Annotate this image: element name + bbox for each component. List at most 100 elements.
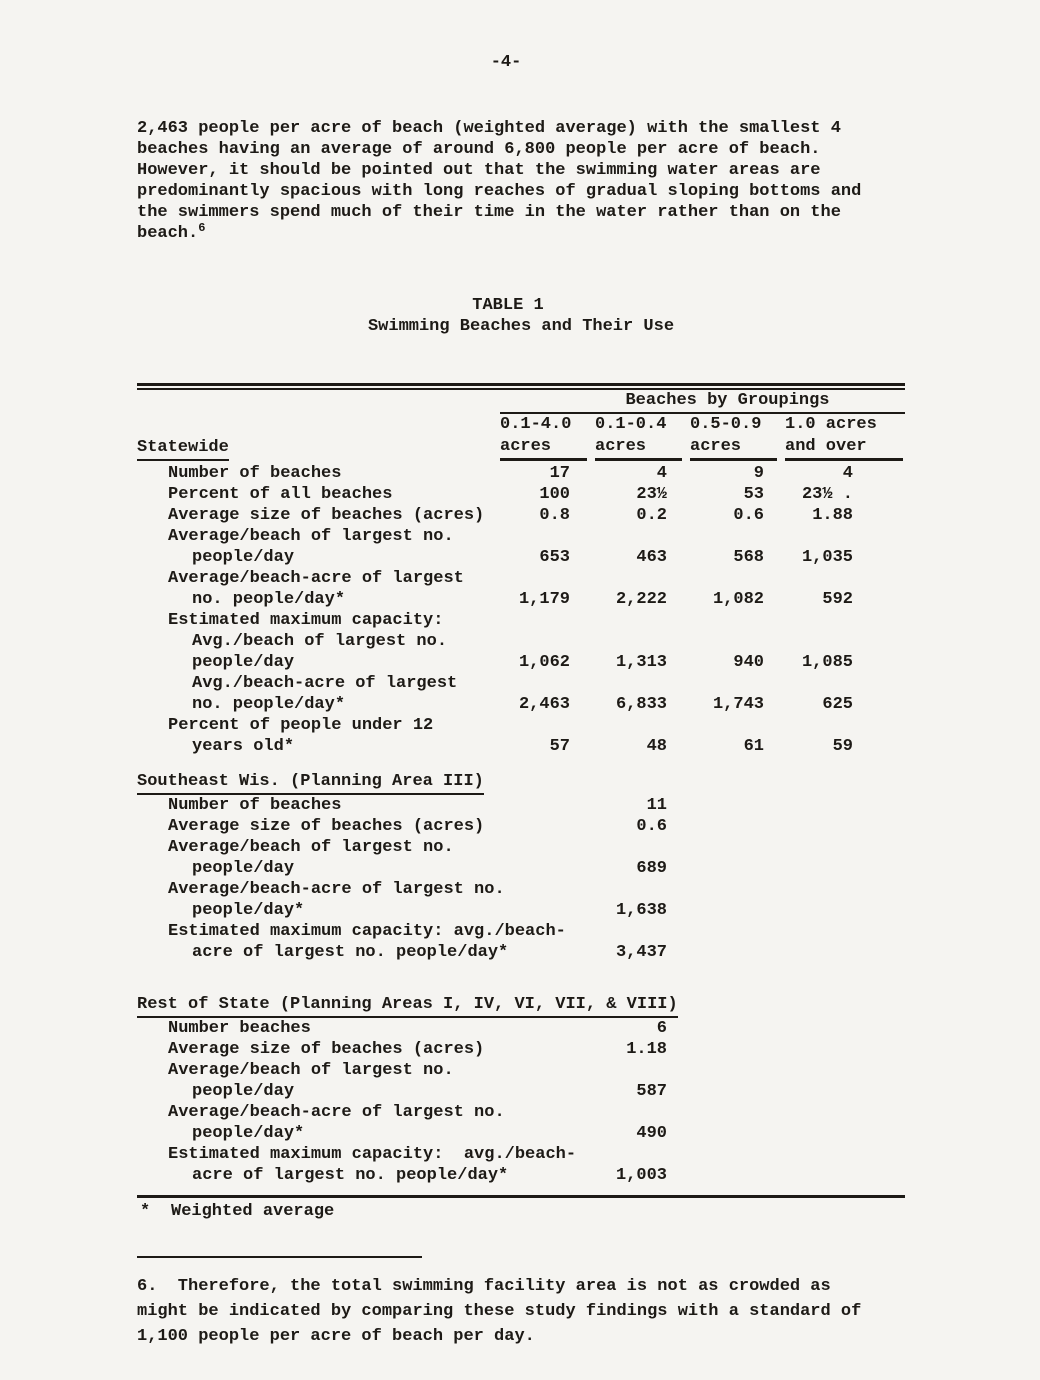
cell-value bbox=[764, 816, 853, 837]
row-label: Number of beaches bbox=[168, 796, 342, 815]
weighted-average-note: * Weighted average bbox=[137, 1201, 905, 1222]
footnote-separator bbox=[137, 1256, 422, 1258]
table-row: people/day* 1,638 bbox=[137, 900, 905, 921]
intro-line: 2,463 people per acre of beach (weighted… bbox=[137, 119, 841, 138]
footnote-line: 1,100 people per acre of beach per day. bbox=[137, 1327, 535, 1346]
cell-value bbox=[667, 1123, 764, 1144]
table-body: Number of beaches 17 4 9 4 Percent of all bea… bbox=[137, 463, 905, 1186]
cell-value bbox=[764, 1039, 853, 1060]
table-row: Average size of beaches (acres) 1.18 bbox=[137, 1039, 905, 1060]
cell-value bbox=[667, 631, 764, 652]
cell-value: 1,035 bbox=[801, 548, 853, 567]
cell-value: 0.6 bbox=[636, 817, 667, 836]
cell-value: 0.2 bbox=[636, 506, 667, 525]
cell-value bbox=[500, 879, 570, 900]
footnote-reference: 6 bbox=[198, 221, 206, 235]
cell-value bbox=[764, 715, 853, 736]
cell-value bbox=[500, 1102, 570, 1123]
table-row: Avg./beach of largest no. bbox=[137, 631, 905, 652]
weighted-average-label: Weighted average bbox=[171, 1202, 335, 1221]
cell-value bbox=[667, 816, 764, 837]
cell-value bbox=[667, 837, 764, 858]
row-label: Average/beach-acre of largest no. bbox=[168, 1103, 505, 1122]
cell-value bbox=[570, 1060, 667, 1081]
cell-value bbox=[764, 942, 853, 963]
row-label: Average size of beaches (acres) bbox=[168, 817, 485, 836]
cell-value bbox=[500, 715, 570, 736]
table-row: acre of largest no. people/day* 1,003 bbox=[137, 1165, 905, 1186]
cell-value bbox=[500, 673, 570, 694]
cell-value bbox=[667, 673, 764, 694]
table-row: Percent of people under 12 bbox=[137, 715, 905, 736]
cell-value bbox=[764, 1123, 853, 1144]
table-row: people/day 689 bbox=[137, 858, 905, 879]
cell-value: 940 bbox=[733, 653, 764, 672]
table-row: Average/beach-acre of largest no. bbox=[137, 1102, 905, 1123]
row-label: Avg./beach-acre of largest bbox=[192, 674, 458, 693]
cell-value: 57 bbox=[549, 737, 570, 756]
cell-value bbox=[570, 715, 667, 736]
cell-value bbox=[500, 837, 570, 858]
table-row: people/day 587 bbox=[137, 1081, 905, 1102]
cell-value bbox=[500, 1018, 570, 1039]
cell-value bbox=[570, 921, 667, 942]
cell-value bbox=[764, 1165, 853, 1186]
table-row: Number of beaches 11 bbox=[137, 795, 905, 816]
cell-value bbox=[667, 610, 764, 631]
cell-value: 4 bbox=[842, 464, 853, 483]
cell-value: 6,833 bbox=[615, 695, 667, 714]
cell-value bbox=[667, 1060, 764, 1081]
cell-value bbox=[667, 526, 764, 547]
row-label: Estimated maximum capacity: avg./beach- bbox=[168, 1145, 577, 1164]
page-content: -4- 2,463 people per acre of beach (weig… bbox=[137, 0, 905, 1349]
cell-value bbox=[500, 1144, 570, 1165]
table-row: Average/beach of largest no. bbox=[137, 837, 905, 858]
table-row: people/day 1,062 1,313 940 1,085 bbox=[137, 652, 905, 673]
cell-value: 61 bbox=[743, 737, 764, 756]
cell-value bbox=[500, 942, 570, 963]
cell-value bbox=[667, 942, 764, 963]
cell-value bbox=[764, 1018, 853, 1039]
cell-value bbox=[667, 715, 764, 736]
row-label: Estimated maximum capacity: bbox=[168, 611, 444, 630]
table-row: Average/beach of largest no. bbox=[137, 526, 905, 547]
row-label: Avg./beach of largest no. bbox=[192, 632, 448, 651]
cell-value: 587 bbox=[636, 1082, 667, 1101]
cell-value bbox=[764, 631, 853, 652]
cell-value bbox=[764, 921, 853, 942]
intro-line: predominantly spacious with long reaches… bbox=[137, 182, 862, 201]
cell-value: 1,638 bbox=[615, 901, 667, 920]
cell-value: 17 bbox=[549, 464, 570, 483]
cell-value: 1,003 bbox=[615, 1166, 667, 1185]
cell-value bbox=[500, 526, 570, 547]
intro-paragraph: 2,463 people per acre of beach (weighted… bbox=[137, 118, 905, 244]
asterisk-marker: * bbox=[140, 1202, 151, 1221]
cell-value: 625 bbox=[822, 695, 853, 714]
row-label: people/day bbox=[192, 548, 295, 567]
intro-line: However, it should be pointed out that t… bbox=[137, 161, 821, 180]
row-label: acre of largest no. people/day* bbox=[192, 1166, 509, 1185]
table-row: Average size of beaches (acres) 0.6 bbox=[137, 816, 905, 837]
row-label: people/day bbox=[192, 653, 295, 672]
table-row: acre of largest no. people/day* 3,437 bbox=[137, 942, 905, 963]
cell-value bbox=[570, 631, 667, 652]
page-number: -4- bbox=[490, 53, 522, 72]
table-title: TABLE 1 bbox=[472, 296, 544, 315]
cell-value bbox=[764, 879, 853, 900]
row-label: Average/beach of largest no. bbox=[168, 1061, 454, 1080]
cell-value bbox=[667, 1165, 764, 1186]
row-label: Average/beach of largest no. bbox=[168, 838, 454, 857]
cell-value bbox=[500, 610, 570, 631]
cell-value: 0.8 bbox=[539, 506, 570, 525]
table-row: Estimated maximum capacity: bbox=[137, 610, 905, 631]
cell-value: 653 bbox=[539, 548, 570, 567]
cell-value: 53 bbox=[743, 485, 764, 504]
table-row: Average/beach of largest no. bbox=[137, 1060, 905, 1081]
cell-value bbox=[667, 1081, 764, 1102]
cell-value bbox=[667, 900, 764, 921]
section-heading: Southeast Wis. (Planning Area III) bbox=[137, 770, 905, 795]
cell-value bbox=[764, 858, 853, 879]
column-header-range: 1.0 acres bbox=[785, 415, 877, 434]
table-row: Average/beach-acre of largest bbox=[137, 568, 905, 589]
intro-line: beaches having an average of around 6,80… bbox=[137, 140, 821, 159]
